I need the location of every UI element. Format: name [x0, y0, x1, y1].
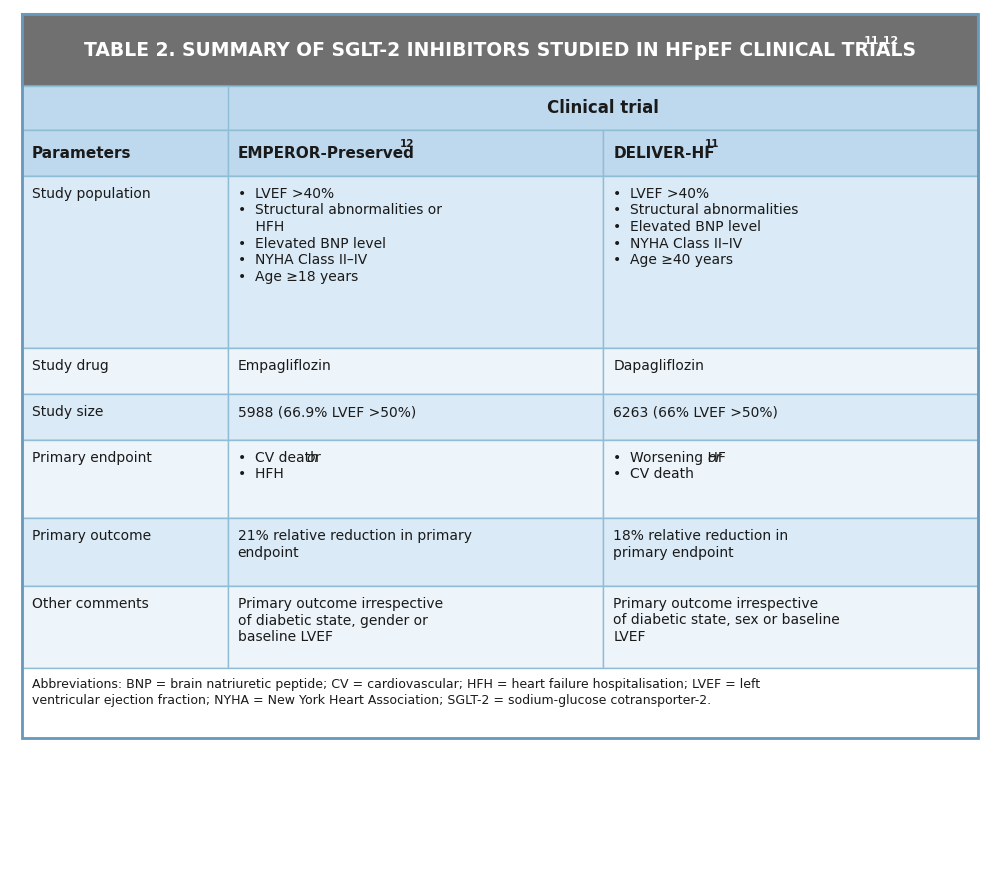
Text: HFH: HFH [238, 220, 284, 234]
Text: 6263 (66% LVEF >50%): 6263 (66% LVEF >50%) [613, 405, 778, 419]
Text: Abbreviations: BNP = brain natriuretic peptide; CV = cardiovascular; HFH = heart: Abbreviations: BNP = brain natriuretic p… [32, 678, 760, 691]
Text: •  NYHA Class II–IV: • NYHA Class II–IV [613, 237, 742, 251]
Bar [22, 440, 228, 518]
Text: of diabetic state, sex or baseline: of diabetic state, sex or baseline [613, 613, 840, 627]
Bar [22, 348, 978, 394]
Text: Study population: Study population [32, 187, 151, 201]
Bar [22, 586, 978, 668]
Bar [22, 14, 978, 738]
Text: •  Elevated BNP level: • Elevated BNP level [238, 237, 386, 251]
Bar [22, 14, 978, 86]
Text: 11,12: 11,12 [864, 36, 899, 46]
Text: •  Elevated BNP level: • Elevated BNP level [613, 220, 761, 234]
Text: Parameters: Parameters [32, 145, 132, 160]
Text: •  NYHA Class II–IV: • NYHA Class II–IV [238, 253, 367, 267]
Text: or: or [307, 451, 321, 465]
Bar [603, 586, 978, 668]
Text: •  LVEF >40%: • LVEF >40% [613, 187, 709, 201]
Text: Study size: Study size [32, 405, 103, 419]
Text: Primary outcome irrespective: Primary outcome irrespective [238, 597, 443, 611]
Bar [228, 586, 603, 668]
Bar [22, 586, 228, 668]
Bar [22, 86, 978, 130]
Text: •  HFH: • HFH [238, 468, 283, 482]
Bar [22, 86, 228, 130]
Bar [603, 348, 978, 394]
Bar [603, 130, 978, 176]
Text: •  CV death: • CV death [238, 451, 323, 465]
Text: LVEF: LVEF [613, 630, 646, 644]
Text: •  CV death: • CV death [613, 468, 694, 482]
Text: •  Age ≥40 years: • Age ≥40 years [613, 253, 733, 267]
Text: 18% relative reduction in: 18% relative reduction in [613, 529, 788, 543]
Text: endpoint: endpoint [238, 546, 299, 560]
Bar [228, 176, 603, 348]
Text: •  Worsening HF: • Worsening HF [613, 451, 730, 465]
Text: DELIVER-HF: DELIVER-HF [613, 145, 715, 160]
Text: •  Structural abnormalities: • Structural abnormalities [613, 203, 799, 217]
Text: 21% relative reduction in primary: 21% relative reduction in primary [238, 529, 472, 543]
Text: Primary endpoint: Primary endpoint [32, 451, 152, 465]
Bar [603, 176, 978, 348]
Text: baseline LVEF: baseline LVEF [238, 630, 333, 644]
Text: EMPEROR-Preserved: EMPEROR-Preserved [238, 145, 414, 160]
Text: Primary outcome: Primary outcome [32, 529, 151, 543]
Text: Primary outcome irrespective: Primary outcome irrespective [613, 597, 818, 611]
Text: of diabetic state, gender or: of diabetic state, gender or [238, 613, 427, 627]
Text: •  Structural abnormalities or: • Structural abnormalities or [238, 203, 442, 217]
Bar [603, 518, 978, 586]
Text: ventricular ejection fraction; NYHA = New York Heart Association; SGLT-2 = sodiu: ventricular ejection fraction; NYHA = Ne… [32, 694, 711, 707]
Bar [22, 176, 978, 348]
Bar [22, 394, 228, 440]
Bar [22, 394, 978, 440]
Bar [228, 348, 603, 394]
Text: primary endpoint: primary endpoint [613, 546, 734, 560]
Bar [22, 668, 978, 738]
Bar [228, 130, 603, 176]
Bar [22, 130, 228, 176]
Text: TABLE 2. SUMMARY OF SGLT-2 INHIBITORS STUDIED IN HFpEF CLINICAL TRIALS: TABLE 2. SUMMARY OF SGLT-2 INHIBITORS ST… [84, 40, 916, 60]
Text: Other comments: Other comments [32, 597, 149, 611]
Bar [228, 440, 603, 518]
Bar [22, 348, 228, 394]
Bar [603, 394, 978, 440]
Text: Empagliflozin: Empagliflozin [238, 359, 331, 373]
Text: Dapagliflozin: Dapagliflozin [613, 359, 704, 373]
Bar [22, 518, 978, 586]
Bar [603, 440, 978, 518]
Bar [228, 394, 603, 440]
Bar [228, 518, 603, 586]
Bar [22, 440, 978, 518]
Bar [22, 130, 978, 176]
Text: Clinical trial: Clinical trial [547, 99, 659, 117]
Bar [22, 176, 228, 348]
Text: •  LVEF >40%: • LVEF >40% [238, 187, 334, 201]
Text: or: or [707, 451, 721, 465]
Text: 12: 12 [400, 139, 414, 149]
Text: •  Age ≥18 years: • Age ≥18 years [238, 270, 358, 284]
Bar [22, 518, 228, 586]
Text: 5988 (66.9% LVEF >50%): 5988 (66.9% LVEF >50%) [238, 405, 416, 419]
Text: Study drug: Study drug [32, 359, 109, 373]
Text: 11: 11 [705, 139, 720, 149]
